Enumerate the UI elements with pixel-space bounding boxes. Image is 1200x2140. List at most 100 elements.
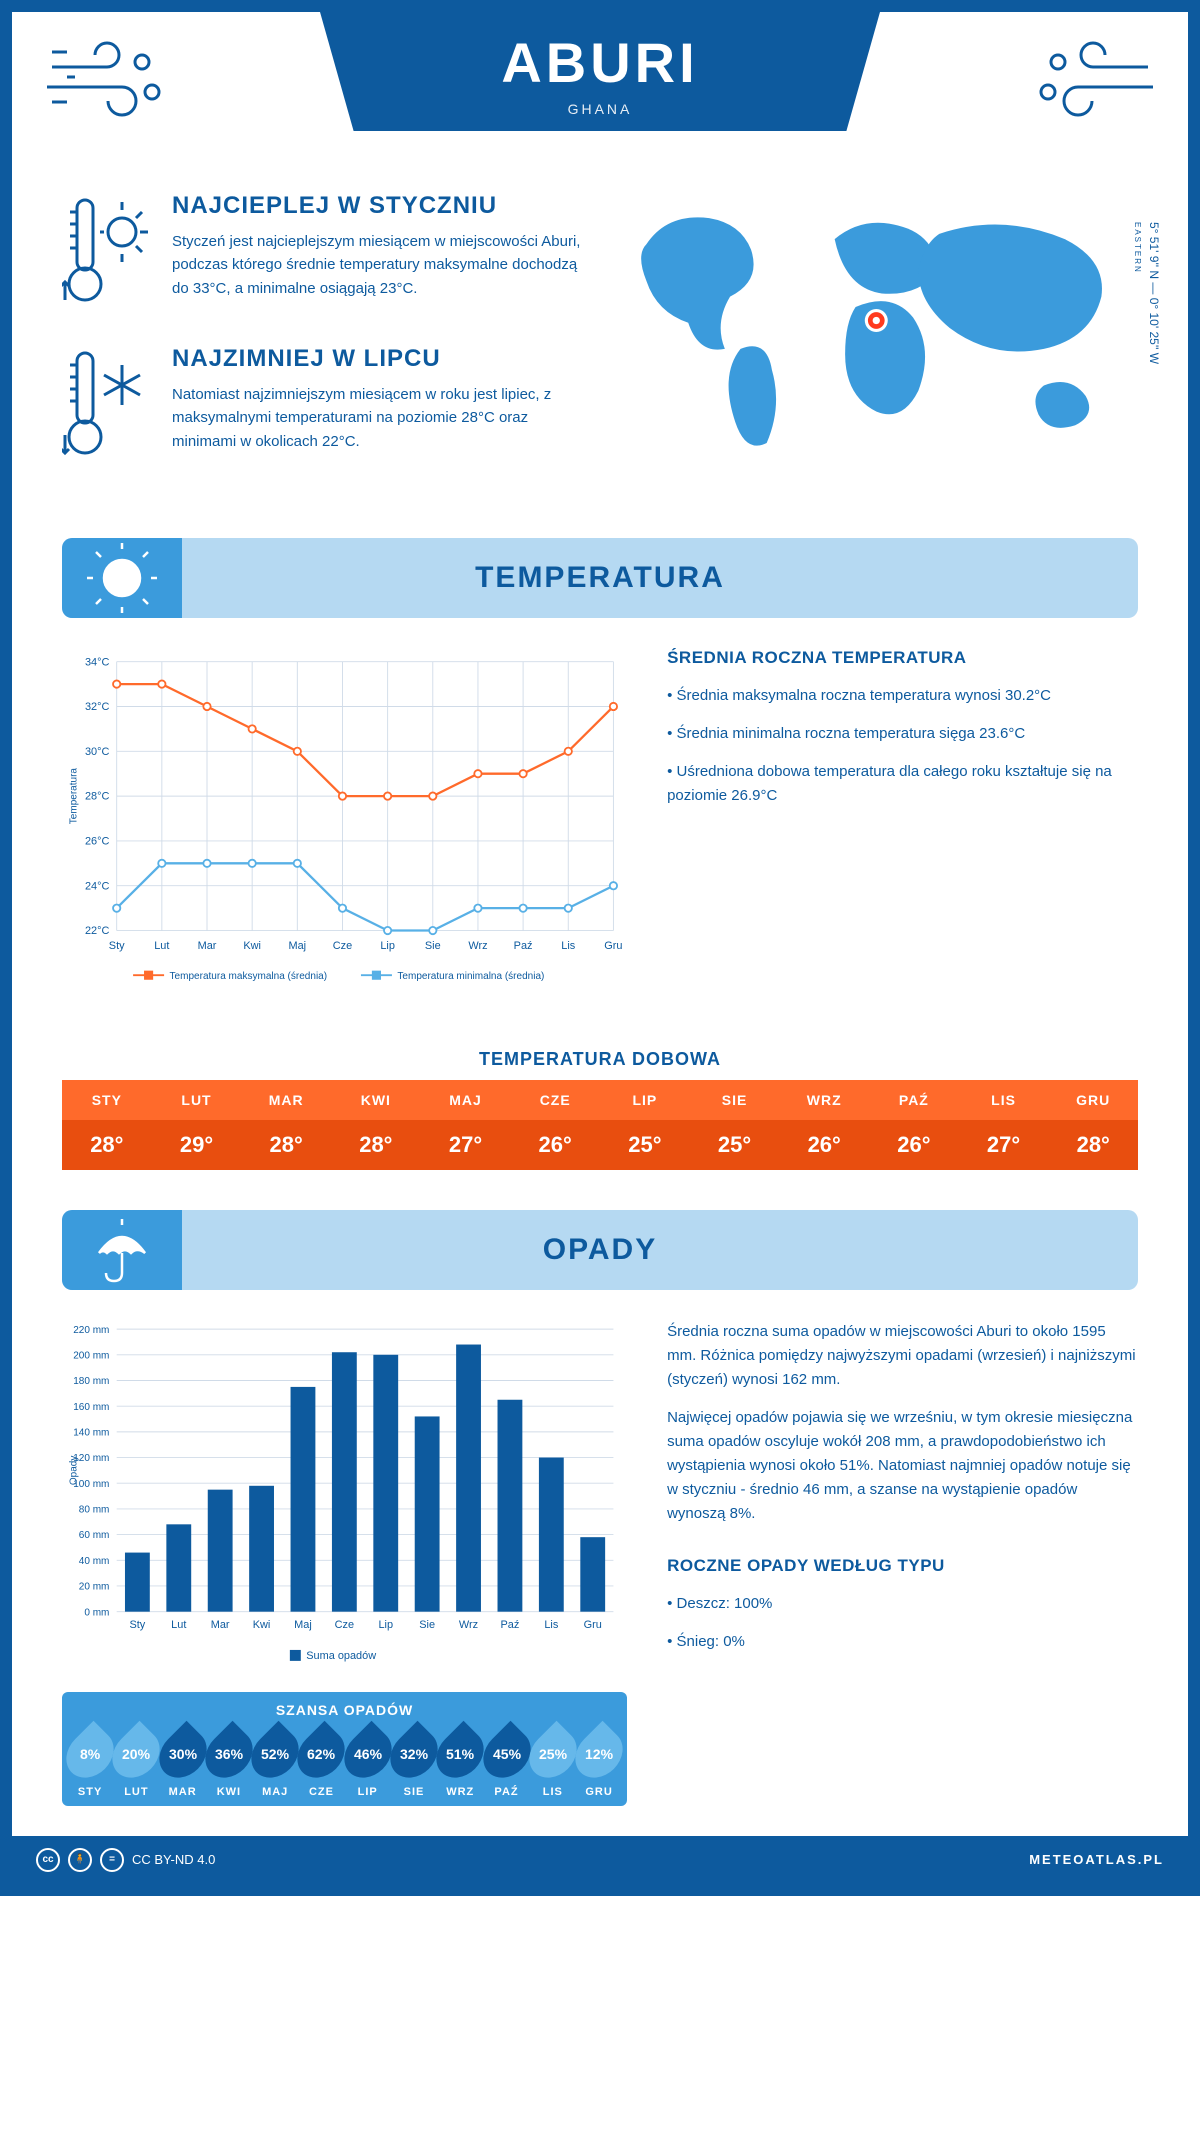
svg-text:20 mm: 20 mm [79, 1582, 110, 1593]
title-banner: ABURI GHANA [320, 12, 880, 131]
svg-text:28°C: 28°C [85, 791, 110, 803]
svg-text:140 mm: 140 mm [73, 1428, 109, 1439]
svg-text:Paź: Paź [514, 940, 533, 952]
precip-type-l1: • Deszcz: 100% [667, 1592, 1138, 1616]
svg-text:24°C: 24°C [85, 880, 110, 892]
svg-text:Lip: Lip [380, 940, 395, 952]
daily-temp-table: STYLUTMARKWIMAJCZELIPSIEWRZPAŹLISGRU 28°… [62, 1080, 1138, 1170]
precip-p2: Najwięcej opadów pojawia się we wrześniu… [667, 1406, 1138, 1526]
svg-text:200 mm: 200 mm [73, 1351, 109, 1362]
timezone-label: EASTERN [1133, 222, 1142, 274]
thermometer-snow-icon [62, 345, 152, 470]
daily-temp-title: TEMPERATURA DOBOWA [12, 1049, 1188, 1070]
daily-temp-value: 27° [959, 1120, 1049, 1170]
coord-text: 5° 51' 9'' N — 0° 10' 25'' W [1147, 222, 1161, 364]
precip-bar-chart: 0 mm20 mm40 mm60 mm80 mm100 mm120 mm140 … [62, 1320, 627, 1666]
precip-p1: Średnia roczna suma opadów w miejscowośc… [667, 1320, 1138, 1392]
daily-temp-value: 25° [690, 1120, 780, 1170]
daily-temp-value: 28° [331, 1120, 421, 1170]
svg-text:60 mm: 60 mm [79, 1531, 110, 1542]
daily-temp-value: 28° [62, 1120, 152, 1170]
month-header: SIE [690, 1080, 780, 1120]
license-block: cc 🧍 = CC BY-ND 4.0 [36, 1848, 215, 1872]
svg-text:Lip: Lip [378, 1619, 393, 1631]
month-header: MAJ [421, 1080, 511, 1120]
wind-icon [42, 32, 172, 137]
hottest-body: Styczeń jest najcieplejszym miesiącem w … [172, 230, 585, 300]
precip-chart-box: 0 mm20 mm40 mm60 mm80 mm100 mm120 mm140 … [62, 1320, 627, 1805]
precip-chance-cell: 51%WRZ [438, 1728, 482, 1798]
svg-text:Mar: Mar [198, 940, 217, 952]
location-marker [865, 309, 888, 332]
coordinates: 5° 51' 9'' N — 0° 10' 25'' W EASTERN [1128, 222, 1162, 364]
hottest-title: NAJCIEPLEJ W STYCZNIU [172, 192, 585, 220]
temperature-text: ŚREDNIA ROCZNA TEMPERATURA • Średnia mak… [667, 648, 1138, 999]
month-header: PAŹ [869, 1080, 959, 1120]
svg-text:32°C: 32°C [85, 701, 110, 713]
by-icon: 🧍 [68, 1848, 92, 1872]
month-header: LIS [959, 1080, 1049, 1120]
precip-chance-box: SZANSA OPADÓW 8%STY20%LUT30%MAR36%KWI52%… [62, 1692, 627, 1806]
svg-text:Sty: Sty [129, 1619, 145, 1631]
daily-temp-value: 27° [421, 1120, 511, 1170]
daily-temp-value: 26° [779, 1120, 869, 1170]
sun-icon [62, 538, 182, 618]
avg-temp-b2: • Średnia minimalna roczna temperatura s… [667, 722, 1138, 746]
month-header: LUT [152, 1080, 242, 1120]
precip-chance-cell: 20%LUT [114, 1728, 158, 1798]
precip-chance-cell: 46%LIP [346, 1728, 390, 1798]
svg-text:Lut: Lut [171, 1619, 186, 1631]
wind-icon [1028, 32, 1158, 137]
svg-text:30°C: 30°C [85, 746, 110, 758]
daily-temp-value: 25° [600, 1120, 690, 1170]
precip-chance-cell: 45%PAŹ [484, 1728, 528, 1798]
svg-text:0 mm: 0 mm [84, 1608, 109, 1619]
svg-text:Temperatura maksymalna (średni: Temperatura maksymalna (średnia) [170, 971, 328, 982]
svg-text:Opady: Opady [69, 1456, 80, 1486]
svg-text:Mar: Mar [211, 1619, 230, 1631]
temperature-panel: 22°C24°C26°C28°C30°C32°C34°CStyLutMarKwi… [12, 618, 1188, 1029]
svg-text:Maj: Maj [294, 1619, 312, 1631]
coldest-title: NAJZIMNIEJ W LIPCU [172, 345, 585, 373]
precip-title: OPADY [62, 1233, 1138, 1267]
precip-panel: 0 mm20 mm40 mm60 mm80 mm100 mm120 mm140 … [12, 1290, 1188, 1835]
precip-chance-cell: 36%KWI [207, 1728, 251, 1798]
daily-temp-value: 28° [241, 1120, 331, 1170]
svg-text:220 mm: 220 mm [73, 1325, 109, 1336]
world-map [615, 192, 1138, 464]
svg-text:Lis: Lis [561, 940, 576, 952]
coldest-body: Natomiast najzimniejszym miesiącem w rok… [172, 383, 585, 453]
coldest-fact: NAJZIMNIEJ W LIPCU Natomiast najzimniejs… [62, 345, 585, 470]
svg-text:34°C: 34°C [85, 656, 110, 668]
country-name: GHANA [320, 101, 880, 117]
site-name: METEOATLAS.PL [1029, 1852, 1164, 1867]
temperature-section-header: TEMPERATURA [62, 538, 1138, 618]
svg-text:Kwi: Kwi [253, 1619, 271, 1631]
precip-type-l2: • Śnieg: 0% [667, 1630, 1138, 1654]
cc-icon: cc [36, 1848, 60, 1872]
svg-text:Wrz: Wrz [459, 1619, 478, 1631]
city-name: ABURI [320, 30, 880, 95]
precip-chance-cell: 25%LIS [531, 1728, 575, 1798]
daily-temp-value: 26° [510, 1120, 600, 1170]
precip-chance-cell: 32%SIE [392, 1728, 436, 1798]
precip-chance-cell: 62%CZE [299, 1728, 343, 1798]
svg-text:160 mm: 160 mm [73, 1402, 109, 1413]
precip-chance-title: SZANSA OPADÓW [68, 1702, 621, 1718]
svg-text:Gru: Gru [604, 940, 622, 952]
precip-section-header: OPADY [62, 1210, 1138, 1290]
svg-text:Suma opadów: Suma opadów [306, 1650, 376, 1662]
month-header: KWI [331, 1080, 421, 1120]
temperature-chart: 22°C24°C26°C28°C30°C32°C34°CStyLutMarKwi… [62, 648, 627, 999]
header: ABURI GHANA [12, 12, 1188, 192]
svg-text:Sie: Sie [425, 940, 441, 952]
month-header: CZE [510, 1080, 600, 1120]
avg-temp-b3: • Uśredniona dobowa temperatura dla całe… [667, 760, 1138, 808]
precip-chance-cell: 8%STY [68, 1728, 112, 1798]
month-header: STY [62, 1080, 152, 1120]
facts-column: NAJCIEPLEJ W STYCZNIU Styczeń jest najci… [62, 192, 585, 498]
svg-text:22°C: 22°C [85, 925, 110, 937]
daily-temp-value: 29° [152, 1120, 242, 1170]
svg-text:40 mm: 40 mm [79, 1556, 110, 1567]
month-header: GRU [1048, 1080, 1138, 1120]
